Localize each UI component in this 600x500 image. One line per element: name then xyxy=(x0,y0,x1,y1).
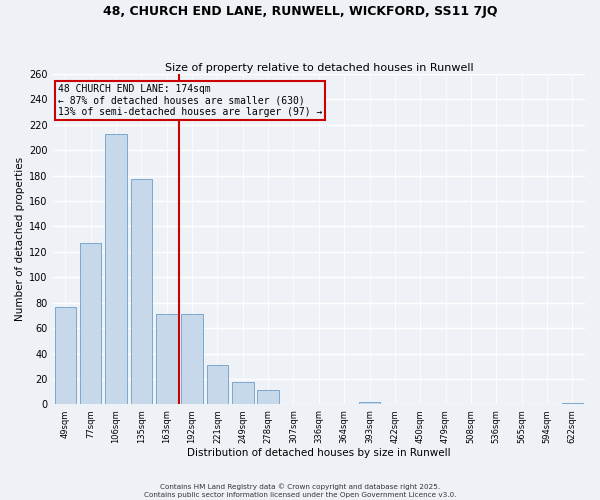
Bar xyxy=(206,365,228,405)
X-axis label: Distribution of detached houses by size in Runwell: Distribution of detached houses by size … xyxy=(187,448,451,458)
Bar xyxy=(80,243,101,404)
Bar xyxy=(359,402,380,404)
Bar xyxy=(232,382,254,404)
Bar xyxy=(181,314,203,404)
Bar xyxy=(156,314,178,404)
Title: Size of property relative to detached houses in Runwell: Size of property relative to detached ho… xyxy=(164,63,473,73)
Bar xyxy=(131,180,152,404)
Bar xyxy=(105,134,127,404)
Bar xyxy=(562,403,583,404)
Text: 48, CHURCH END LANE, RUNWELL, WICKFORD, SS11 7JQ: 48, CHURCH END LANE, RUNWELL, WICKFORD, … xyxy=(103,5,497,18)
Text: Contains HM Land Registry data © Crown copyright and database right 2025.
Contai: Contains HM Land Registry data © Crown c… xyxy=(144,484,456,498)
Text: 48 CHURCH END LANE: 174sqm
← 87% of detached houses are smaller (630)
13% of sem: 48 CHURCH END LANE: 174sqm ← 87% of deta… xyxy=(58,84,322,117)
Bar xyxy=(55,306,76,404)
Y-axis label: Number of detached properties: Number of detached properties xyxy=(15,157,25,321)
Bar xyxy=(257,390,279,404)
